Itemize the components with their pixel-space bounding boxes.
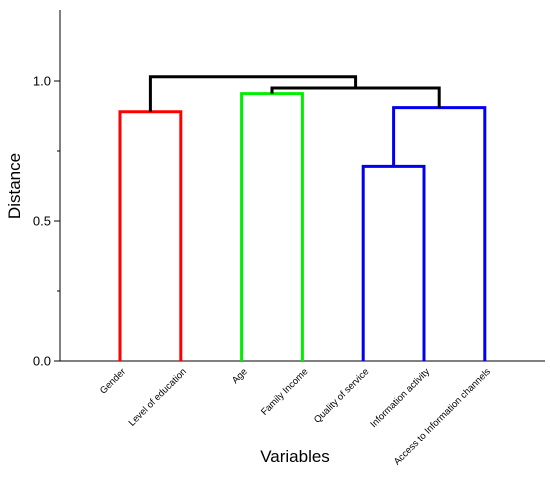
dendrogram-link-0 bbox=[118, 110, 183, 361]
dendrogram-link-4 bbox=[270, 86, 441, 108]
x-category-label: Quality of service bbox=[312, 366, 371, 425]
y-tick-label: 0.0 bbox=[33, 354, 51, 369]
x-category-label: Access to Information channels bbox=[392, 366, 493, 467]
x-category-label: Family Income bbox=[259, 366, 310, 417]
dendrogram-link-1 bbox=[240, 92, 304, 361]
x-axis-title: Variables bbox=[260, 447, 330, 466]
y-tick-label: 1.0 bbox=[33, 74, 51, 89]
x-category-label: Gender bbox=[98, 366, 128, 396]
y-axis-title: Distance bbox=[5, 153, 24, 219]
x-category-label: Information activity bbox=[368, 366, 432, 430]
dendrogram-link-2 bbox=[361, 164, 426, 361]
x-category-label: Age bbox=[230, 366, 250, 386]
dendrogram-link-3 bbox=[392, 106, 487, 361]
dendrogram-link-5 bbox=[148, 75, 358, 112]
dendrogram-branches bbox=[118, 75, 487, 361]
y-tick-label: 0.5 bbox=[33, 214, 51, 229]
x-category-label: Level of education bbox=[127, 366, 189, 428]
y-axis-ticks: 0.0 0.5 1.0 bbox=[33, 74, 60, 369]
